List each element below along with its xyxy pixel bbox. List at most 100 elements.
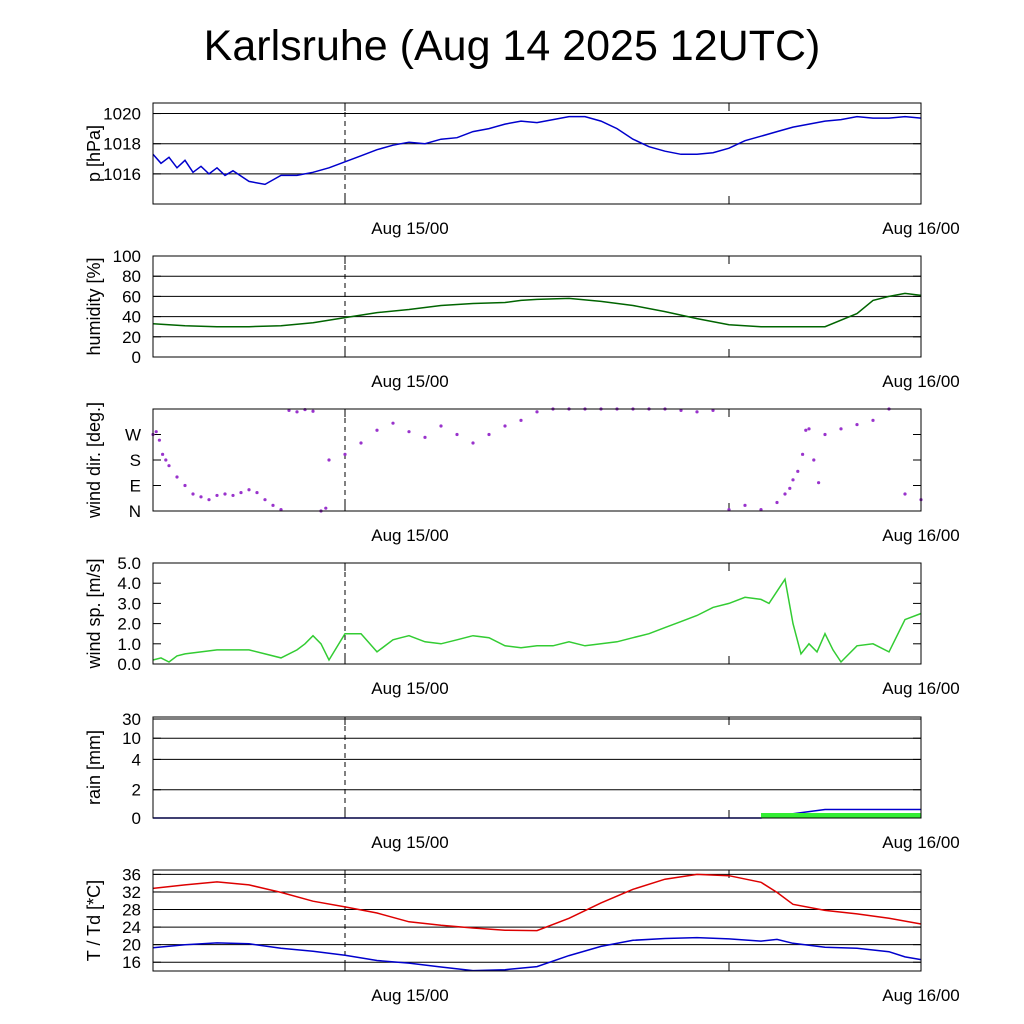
- y-tick-label: 0: [132, 809, 141, 828]
- data-point: [423, 435, 427, 439]
- data-point: [199, 495, 203, 499]
- data-point: [255, 490, 259, 495]
- data-point: [855, 422, 859, 427]
- data-point: [191, 492, 195, 496]
- x-tick-label: Aug 16/00: [882, 833, 960, 852]
- plot-frame: [152, 716, 922, 819]
- data-point: [455, 432, 459, 437]
- y-tick-label: 20: [122, 328, 141, 347]
- data-point: [207, 498, 211, 502]
- y-tick-label: 30: [122, 710, 141, 729]
- y-tick-label: 1.0: [117, 635, 141, 654]
- y-tick-label: 80: [122, 267, 141, 286]
- data-point: [535, 410, 539, 414]
- y-tick-label: 1018: [103, 135, 141, 154]
- data-point: [303, 407, 307, 412]
- data-point: [215, 493, 219, 498]
- y-tick-label: 36: [122, 865, 141, 884]
- x-tick-label: Aug 16/00: [882, 986, 960, 1005]
- data-point: [183, 483, 187, 488]
- data-point: [271, 503, 275, 507]
- y-tick-label: 5.0: [117, 554, 141, 573]
- x-tick-label: Aug 15/00: [371, 679, 449, 698]
- y-tick-label: 100: [113, 247, 141, 266]
- data-point: [727, 507, 731, 512]
- data-point: [343, 452, 347, 456]
- data-point: [439, 424, 443, 428]
- y-axis-label: rain [mm]: [84, 730, 104, 805]
- data-point: [519, 418, 523, 422]
- y-tick-label: E: [130, 477, 141, 496]
- data-point: [788, 486, 792, 490]
- data-point: [223, 492, 227, 496]
- data-point: [775, 500, 779, 505]
- data-point: [695, 410, 699, 414]
- data-point: [817, 481, 821, 485]
- y-tick-label: W: [125, 426, 141, 445]
- y-tick-label: 4.0: [117, 574, 141, 593]
- data-point: [295, 410, 299, 414]
- x-tick-label: Aug 16/00: [882, 219, 960, 238]
- data-point: [871, 418, 875, 422]
- data-point: [391, 421, 395, 425]
- series-line: [152, 873, 922, 932]
- data-point: [823, 432, 827, 437]
- series-line: [152, 936, 922, 972]
- y-tick-label: 3.0: [117, 594, 141, 613]
- y-tick-label: 32: [122, 883, 141, 902]
- data-point: [154, 430, 158, 434]
- data-point: [263, 498, 267, 502]
- data-point: [161, 452, 165, 456]
- y-tick-label: S: [130, 451, 141, 470]
- x-tick-label: Aug 15/00: [371, 526, 449, 545]
- series-line: [152, 115, 922, 186]
- x-tick-label: Aug 15/00: [371, 219, 449, 238]
- x-tick-label: Aug 15/00: [371, 986, 449, 1005]
- y-tick-label: 4: [132, 750, 141, 769]
- y-tick-label: 1020: [103, 105, 141, 124]
- y-axis-label: p [hPa]: [84, 125, 104, 182]
- y-tick-label: 0: [132, 348, 141, 367]
- y-tick-label: 1016: [103, 165, 141, 184]
- plot-frame: [152, 562, 922, 665]
- data-point: [471, 441, 475, 445]
- data-point: [407, 430, 411, 434]
- data-point: [812, 458, 816, 462]
- data-point: [807, 427, 811, 431]
- y-axis-label: wind dir. [deg.]: [84, 402, 104, 519]
- y-axis-label: wind sp. [m/s]: [84, 558, 104, 669]
- y-tick-label: 0.0: [117, 655, 141, 674]
- y-tick-label: 10: [122, 729, 141, 748]
- data-point: [804, 428, 808, 432]
- data-point: [311, 409, 315, 413]
- data-point: [783, 492, 787, 496]
- data-point: [239, 490, 243, 495]
- rain-bar: [761, 813, 921, 818]
- plot-frame: [152, 255, 922, 358]
- data-point: [359, 441, 363, 445]
- x-tick-label: Aug 15/00: [371, 833, 449, 852]
- panel-wind-speed: 0.01.02.0 3.04.05.0 wind sp. [m/s] Aug 15/0…: [84, 554, 960, 698]
- series-line: [152, 577, 922, 664]
- data-point: [801, 452, 805, 456]
- data-point: [791, 478, 795, 482]
- data-point: [743, 503, 747, 507]
- data-point: [231, 493, 235, 498]
- y-tick-label: 16: [122, 953, 141, 972]
- data-point: [679, 408, 683, 413]
- data-point: [175, 475, 179, 479]
- data-point: [759, 507, 763, 512]
- data-point: [247, 488, 251, 492]
- data-point: [839, 427, 843, 431]
- x-tick-label: Aug 15/00: [371, 372, 449, 391]
- data-point: [164, 458, 168, 462]
- data-point: [287, 408, 291, 413]
- y-tick-label: 40: [122, 308, 141, 327]
- data-point: [157, 438, 161, 442]
